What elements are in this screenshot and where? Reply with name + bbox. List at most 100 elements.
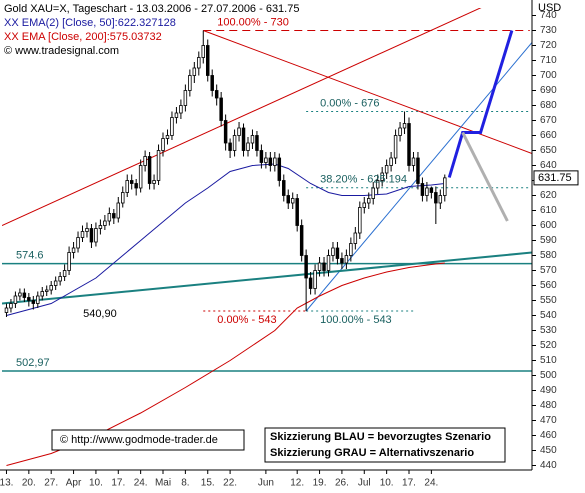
x-tick-label: 24.: [424, 478, 438, 489]
candle-body: [434, 192, 438, 204]
trend-line: [2, 8, 482, 226]
y-tick-label: 680: [540, 100, 557, 111]
candle-body: [255, 135, 259, 151]
candle-body: [268, 157, 273, 166]
candle-body: [331, 247, 335, 256]
chart-title: Gold XAU=X, Tageschart - 13.03.2006 - 27…: [4, 3, 299, 15]
candle-body: [304, 255, 308, 279]
legend-entry: XX EMA(2) [Close, 50]:622.327128: [4, 17, 176, 29]
candle-body: [152, 180, 156, 184]
candle-body: [232, 135, 237, 151]
candle-body: [384, 165, 389, 174]
level-label: 38.20% - 625.194: [320, 174, 407, 186]
y-tick-label: 570: [540, 265, 557, 276]
candle-body: [147, 156, 152, 184]
candle-body: [313, 270, 317, 289]
x-tick-label: Apr: [66, 478, 82, 489]
y-tick-label: 490: [540, 385, 557, 396]
plot-area: [2, 8, 532, 466]
candle-body: [4, 307, 9, 313]
x-tick-label: 24.: [134, 478, 148, 489]
candle-body: [295, 198, 299, 226]
candle-body: [58, 276, 62, 282]
link-box: [51, 429, 245, 451]
y-tick-label: 460: [540, 430, 557, 441]
candle-body: [161, 138, 165, 151]
candle-body: [299, 225, 304, 256]
y-tick-label: 690: [540, 85, 557, 96]
candle-body: [27, 297, 31, 301]
candle-body: [40, 291, 44, 297]
candle-body: [134, 183, 138, 189]
candle-body: [18, 292, 22, 297]
level-label: 502,97: [16, 357, 50, 369]
y-tick-label: 580: [540, 250, 557, 261]
y-tick-label: 470: [540, 415, 557, 426]
candle-body: [308, 277, 313, 289]
y-tick-label: 450: [540, 445, 557, 456]
candle-body: [214, 90, 219, 99]
source: © www.tradesignal.com: [4, 45, 119, 57]
candle-body: [286, 195, 290, 204]
candle-body: [429, 187, 434, 193]
y-tick-label: 620: [540, 190, 557, 201]
candle-body: [237, 127, 241, 136]
x-tick-label: Jun: [258, 478, 274, 489]
candle-body: [205, 45, 210, 76]
candle-body: [125, 180, 129, 193]
candle-body: [353, 232, 358, 244]
y-tick-label: 730: [540, 25, 557, 36]
trend-line: [461, 131, 509, 222]
candle-body: [44, 289, 49, 292]
candle-body: [344, 255, 349, 264]
candle-body: [174, 112, 179, 118]
x-tick-label: 17.: [402, 478, 416, 489]
x-tick-label: Jul: [358, 478, 371, 489]
candle-body: [31, 300, 36, 304]
candle-body: [402, 123, 407, 129]
candle-body: [277, 157, 282, 181]
candle-body: [398, 127, 402, 136]
y-tick-label: 500: [540, 370, 557, 381]
candle-body: [80, 231, 85, 238]
candle-body: [228, 142, 232, 151]
y-tick-label: 530: [540, 325, 557, 336]
y-tick-label: 640: [540, 160, 557, 171]
candle-body: [273, 157, 277, 166]
candle-body: [197, 57, 201, 69]
candle-body: [76, 237, 80, 249]
candle-body: [201, 45, 206, 58]
last-price: 631.75: [538, 172, 572, 184]
ema-line: [6, 262, 445, 466]
candle-body: [362, 202, 367, 208]
scenario-note: Skizzierung GRAU = Alternativszenario: [270, 447, 474, 459]
note-box: [264, 427, 506, 463]
candle-body: [71, 247, 76, 253]
candle-body: [420, 183, 425, 196]
y-axis-label: USD: [538, 2, 561, 14]
candle-body: [112, 213, 116, 219]
x-tick-label: 22.: [223, 478, 237, 489]
ema-line: [6, 163, 445, 316]
candle-body: [53, 280, 58, 286]
y-tick-label: 510: [540, 355, 557, 366]
footer-link: © http://www.godmode-trader.de: [60, 434, 218, 446]
candle-body: [317, 262, 322, 271]
candle-body: [246, 142, 250, 151]
x-tick-label: 27.: [44, 478, 58, 489]
x-tick-label: Mai: [155, 478, 171, 489]
y-tick-label: 520: [540, 340, 557, 351]
y-tick-label: 440: [540, 460, 557, 471]
level-label: 100.00% - 730: [217, 16, 289, 28]
y-tick-label: 700: [540, 70, 557, 81]
x-tick-label: 8.: [181, 478, 189, 489]
y-tick-label: 550: [540, 295, 557, 306]
candle-body: [219, 97, 223, 121]
trend-line: [447, 30, 514, 178]
candle-body: [165, 135, 170, 139]
candle-body: [380, 172, 384, 181]
level-label: 0.00% - 543: [217, 314, 276, 326]
candle-body: [85, 228, 89, 232]
